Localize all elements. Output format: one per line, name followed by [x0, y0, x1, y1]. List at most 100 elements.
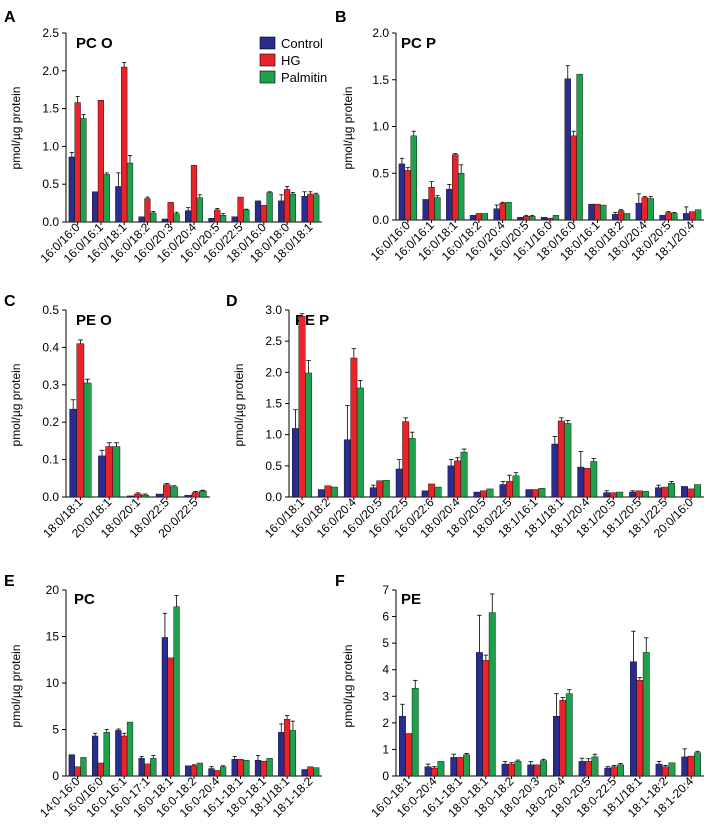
panel-letter-a: A	[4, 9, 16, 26]
panel-d-bar-control	[577, 466, 585, 498]
panel-a-bar-palmitin	[243, 209, 250, 223]
panel-d-y-tick-label: 1.0	[265, 428, 282, 442]
panel-a-chart: 0.00.51.01.52.02.516:0/16:016:0/16:116:0…	[37, 26, 322, 266]
panel-a-y-tick-label: 2.0	[42, 64, 59, 78]
panel-c-title: PE O	[76, 312, 112, 329]
plots: 0.00.51.01.52.02.516:0/16:016:0/16:116:0…	[37, 26, 704, 820]
panel-a-bar-palmitin	[196, 197, 203, 223]
panel-f-bar-palmitin	[642, 652, 650, 777]
panel-f-bar-palmitin	[540, 760, 547, 777]
panel-d-bar-hg	[402, 421, 410, 498]
panel-f-chart: 0123456716:0-18:116:0-20:416:1-18:118:0-…	[368, 583, 704, 820]
panel-f-bar-control	[476, 652, 483, 777]
panel-b-bar-hg	[404, 170, 412, 221]
panel-e-bar-palmitin	[243, 759, 250, 777]
panel-f-title: PE	[401, 591, 421, 608]
panel-f-bar-hg	[533, 764, 541, 777]
panel-d-bar-palmitin	[694, 484, 701, 498]
panel-a-bar-palmitin	[150, 212, 157, 223]
legend-swatch-hg	[259, 53, 276, 67]
panel-b-bar-palmitin	[600, 204, 607, 221]
panel-d-bar-hg	[506, 481, 513, 498]
panel-e-bar-control	[68, 754, 75, 777]
panel-f-bar-palmitin	[591, 756, 599, 777]
panel-d-bar-hg	[609, 492, 617, 498]
panel-d-bar-palmitin	[486, 488, 494, 498]
panel-e-bar-hg	[237, 759, 244, 777]
panel-b-bar-control	[635, 202, 643, 221]
panel-e-bar-palmitin	[219, 766, 227, 777]
panel-f-bar-control	[630, 661, 637, 777]
panel-d-bar-hg	[350, 357, 358, 498]
panel-a-y-tick-label: 1.5	[42, 102, 59, 116]
panel-d-bar-palmitin	[616, 491, 624, 498]
panel-d-y-tick-label: 3.0	[265, 303, 282, 317]
panel-f-y-tick-label: 3	[382, 689, 389, 703]
panel-a-bar-palmitin	[80, 118, 87, 223]
panel-d-bar-hg	[531, 489, 539, 498]
panel-b-ylabel: pmol/µg protein	[341, 87, 355, 170]
panel-d-bar-palmitin	[564, 423, 572, 498]
panel-d-bar-palmitin	[538, 488, 546, 498]
panel-f-y-tick-label: 5	[382, 636, 389, 650]
panel-c-bar-hg	[105, 446, 113, 498]
panel-a-bar-hg	[144, 198, 151, 223]
panel-c-bar-hg	[76, 343, 85, 498]
panel-a-bar-hg	[237, 196, 244, 223]
panel-d-bar-hg	[376, 480, 384, 498]
panel-letter-b: B	[335, 9, 347, 26]
panel-b-bar-palmitin	[505, 202, 512, 221]
panel-a-title: PC O	[76, 35, 113, 52]
panel-a-bar-palmitin	[219, 214, 227, 223]
panel-f-bar-control	[553, 716, 560, 777]
panel-e-bar-control	[91, 735, 99, 777]
legend-swatch-control	[259, 36, 276, 50]
panel-f-bar-control	[655, 763, 663, 777]
panel-e-bar-hg	[190, 765, 198, 777]
panel-e-bar-palmitin	[313, 767, 320, 777]
panel-c-y-tick-label: 0.2	[42, 415, 59, 429]
panel-d-bar-hg	[480, 490, 487, 498]
panel-c-bar-palmitin	[170, 486, 178, 498]
panel-e-bar-hg	[74, 766, 81, 777]
panel-a-bar-hg	[190, 165, 198, 223]
panel-a-bar-hg	[283, 189, 291, 223]
panel-f-bar-hg	[662, 766, 669, 777]
panel-e-bar-palmitin	[150, 758, 157, 777]
panel-e-bar-hg	[307, 766, 314, 777]
panel-a-bar-hg	[307, 193, 314, 223]
panel-c-y-tick-label: 0.3	[42, 378, 59, 392]
panel-f-bar-hg	[610, 766, 618, 777]
panel-f-bar-control	[527, 764, 535, 777]
panel-d-y-tick-label: 0.5	[265, 459, 282, 473]
panel-a-y-tick-label: 0.5	[42, 177, 59, 191]
panel-e-ylabel: pmol/µg protein	[9, 645, 23, 728]
panel-d-bar-hg	[661, 486, 669, 498]
panel-d-bar-hg	[454, 460, 462, 498]
panel-d-bar-control	[681, 486, 688, 498]
panel-a-y-tick-label: 2.5	[42, 26, 59, 40]
panel-e-bar-hg	[121, 735, 128, 777]
panel-b-y-tick-label: 1.5	[372, 73, 389, 87]
panel-b-bar-hg	[475, 213, 483, 221]
panel-letter-c: C	[4, 293, 16, 310]
panel-f-bar-palmitin	[617, 764, 624, 777]
panel-b-bar-control	[422, 199, 429, 221]
panel-f-bar-control	[450, 757, 458, 777]
panel-letter-d: D	[226, 293, 238, 310]
panel-a-bar-control	[68, 156, 75, 223]
panel-d-chart: 0.00.51.01.52.02.53.016:0/18:116:0/18:21…	[262, 303, 704, 541]
panel-b-bar-hg	[665, 212, 672, 221]
panel-f-y-tick-label: 4	[382, 663, 389, 677]
panel-d-bar-hg	[635, 490, 643, 498]
panel-d-ylabel: pmol/µg protein	[232, 364, 246, 447]
panel-d-bar-palmitin	[330, 486, 338, 498]
panel-f-bar-palmitin	[437, 761, 445, 777]
panel-f-bar-palmitin	[463, 754, 470, 777]
panel-f-bar-hg	[636, 680, 644, 777]
panel-f-y-tick-label: 7	[382, 583, 389, 597]
panel-e-bar-control	[231, 759, 238, 777]
panel-b-y-tick-label: 0.5	[372, 166, 389, 180]
panel-b-bar-control	[446, 188, 453, 221]
